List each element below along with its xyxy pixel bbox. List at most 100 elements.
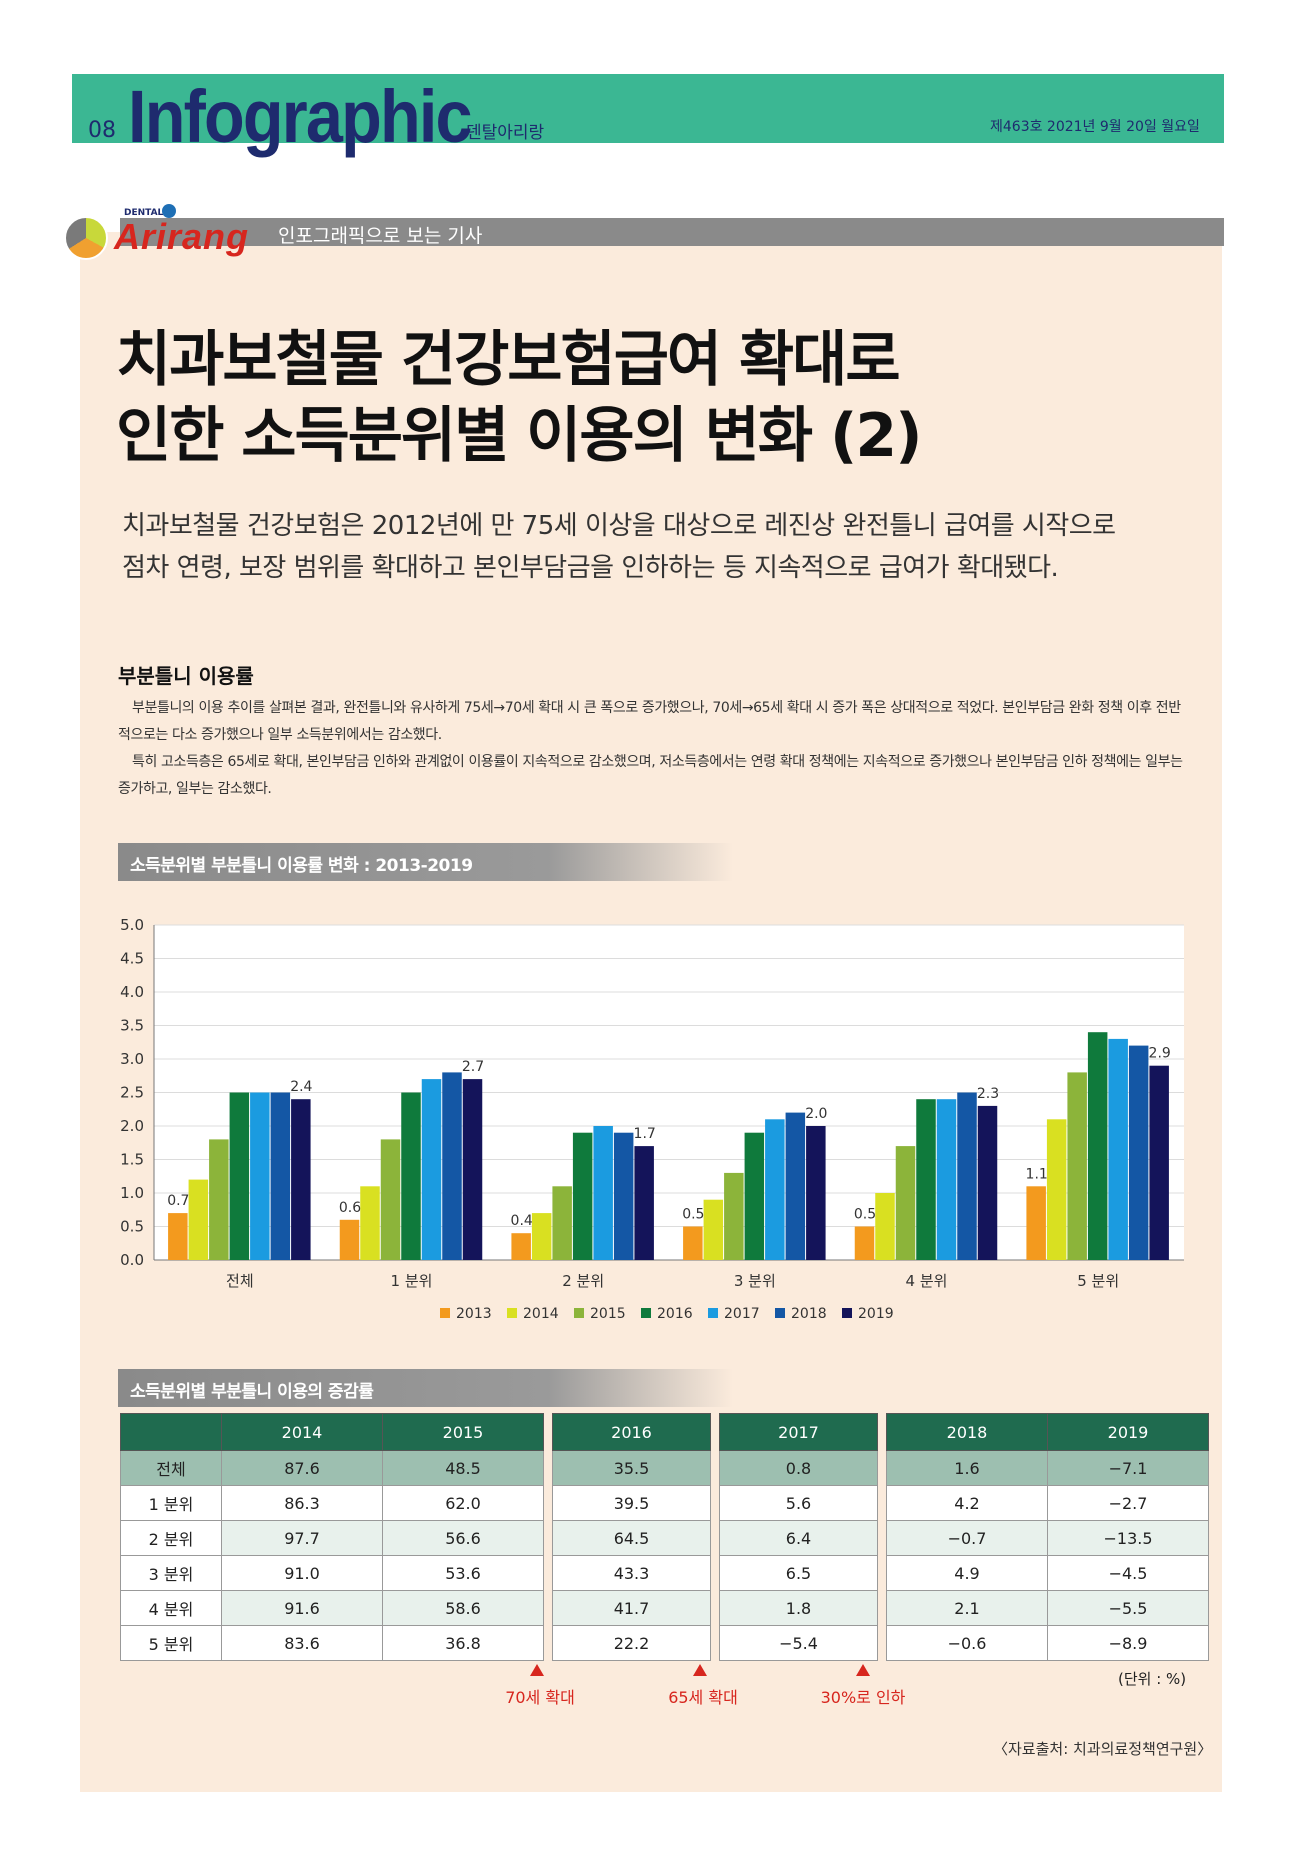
bar-2016 (916, 1099, 936, 1260)
col-header: 2015 (382, 1413, 544, 1451)
y-tick-label: 0.5 (120, 1218, 144, 1236)
legend-swatch (641, 1308, 651, 1318)
table-cell: 91.0 (221, 1555, 383, 1591)
table-cell: −5.5 (1047, 1590, 1209, 1626)
table-cell: 83.6 (221, 1625, 383, 1661)
col-header: 2014 (221, 1413, 383, 1451)
bar-2015 (209, 1139, 229, 1260)
bar-2016 (229, 1092, 250, 1260)
table-cell: 6.5 (719, 1555, 878, 1591)
table-cell: 39.5 (552, 1485, 711, 1521)
table-cell: 64.5 (552, 1520, 711, 1556)
legend-swatch (507, 1308, 517, 1318)
header-underline (72, 140, 1224, 143)
table-row: 3 분위 91.0 53.6 43.3 6.5 4.9 −4.5 (120, 1555, 1209, 1591)
section-title: Infographic (128, 75, 473, 158)
table-cell: −13.5 (1047, 1520, 1209, 1556)
table-cell: −0.6 (886, 1625, 1048, 1661)
table-cell: 53.6 (382, 1555, 544, 1591)
table-header-row: 2014 2015 2016 2017 2018 2019 (120, 1413, 1209, 1451)
lead-line-2: 점차 연령, 보장 범위를 확대하고 본인부담금을 인하하는 등 지속적으로 급… (122, 553, 1059, 583)
row-label: 4 분위 (120, 1590, 222, 1626)
legend-label: 2017 (724, 1306, 760, 1322)
bar-2017 (1108, 1038, 1128, 1260)
y-tick-label: 4.5 (120, 950, 144, 968)
banner-text: 인포그래픽으로 보는 기사 (278, 225, 483, 247)
header-band (72, 74, 1224, 140)
bar-2013 (1026, 1186, 1046, 1260)
marker-arrow-icon (530, 1664, 550, 1676)
bar-2016 (744, 1132, 765, 1260)
data-label: 0.6 (339, 1200, 361, 1216)
policy-marker: 70세 확대 (505, 1688, 575, 1707)
data-label: 0.5 (682, 1207, 704, 1223)
table-cell: −5.4 (719, 1625, 878, 1661)
category-label: 전체 (226, 1272, 254, 1290)
body-paragraph-1: 부분틀니의 이용 추이를 살펴본 결과, 완전틀니와 유사하게 75세→70세 … (118, 700, 1181, 743)
legend-swatch (842, 1308, 852, 1318)
bar-2014 (360, 1186, 380, 1260)
section-heading: 부분틀니 이용률 (118, 664, 254, 688)
category-label: 4 분위 (906, 1272, 948, 1290)
table-cell: 1.8 (719, 1590, 878, 1626)
data-label: 2.4 (290, 1079, 312, 1095)
y-tick-label: 2.0 (120, 1117, 144, 1135)
bar-chart: 0.0 0.5 1.0 1.5 2.0 2.5 3.0 3.5 4.0 4.5 5.0 0.7 2.4 전… (120, 916, 1184, 1322)
row-label: 3 분위 (120, 1555, 222, 1591)
bar-2018 (1128, 1045, 1149, 1260)
policy-marker: 30%로 인하 (820, 1688, 906, 1707)
logo-globe-icon (162, 204, 176, 218)
bar-2017 (936, 1099, 957, 1260)
bar-2014 (875, 1193, 895, 1260)
legend-label: 2014 (523, 1306, 559, 1322)
table-row: 전체 87.6 48.5 35.5 0.8 1.6 −7.1 (120, 1450, 1209, 1486)
bar-2018 (785, 1112, 806, 1260)
table-cell: 22.2 (552, 1625, 711, 1661)
table-cell: 43.3 (552, 1555, 711, 1591)
table-cell: 5.6 (719, 1485, 878, 1521)
bar-2015 (1067, 1072, 1087, 1260)
category-label: 2 분위 (562, 1272, 604, 1290)
body-paragraph-2: 특히 고소득층은 65세로 확대, 본인부담금 인하와 관계없이 이용률이 지속… (118, 754, 1183, 797)
y-tick-label: 1.0 (120, 1184, 144, 1202)
legend-label: 2018 (791, 1306, 827, 1322)
table-cell: −7.1 (1047, 1450, 1209, 1486)
table-row: 1 분위 86.3 62.0 39.5 5.6 4.2 −2.7 (120, 1485, 1209, 1521)
bar-2015 (552, 1186, 572, 1260)
table-cell: 4.2 (886, 1485, 1048, 1521)
data-label: 0.5 (854, 1207, 876, 1223)
row-label: 2 분위 (120, 1520, 222, 1556)
bar-2013 (339, 1219, 360, 1260)
logo-small-text: DENTAL (124, 208, 164, 218)
row-label: 1 분위 (120, 1485, 222, 1521)
table-row: 4 분위 91.6 58.6 41.7 1.8 2.1 −5.5 (120, 1590, 1209, 1626)
bar-2014 (703, 1199, 724, 1260)
title-line-2: 인한 소득분위별 이용의 변화 (2) (116, 401, 923, 471)
bar-2019 (291, 1099, 311, 1260)
bar-2019 (806, 1126, 826, 1260)
y-tick-label: 3.0 (120, 1050, 144, 1068)
data-label: 2.0 (805, 1106, 827, 1122)
table-cell: 97.7 (221, 1520, 383, 1556)
legend-swatch (775, 1308, 785, 1318)
table-cell: 35.5 (552, 1450, 711, 1486)
table-corner-cell (120, 1413, 222, 1451)
bar-2019 (462, 1079, 483, 1260)
chart-title: 소득분위별 부분틀니 이용률 변화 : 2013-2019 (130, 856, 473, 876)
table-cell: 36.8 (382, 1625, 544, 1661)
legend-label: 2019 (858, 1306, 894, 1322)
legend-label: 2015 (590, 1306, 626, 1322)
table-cell: 56.6 (382, 1520, 544, 1556)
bar-2013 (854, 1226, 875, 1260)
bar-2016 (1087, 1032, 1108, 1260)
data-label: 1.7 (634, 1126, 656, 1142)
banner-band (120, 218, 1224, 246)
bar-2014 (531, 1213, 552, 1260)
bar-2014 (188, 1179, 209, 1260)
legend-swatch (440, 1308, 450, 1318)
data-label: 1.1 (1026, 1166, 1048, 1182)
policy-marker: 65세 확대 (668, 1688, 738, 1707)
bar-2013 (168, 1213, 188, 1260)
body-text: 부분틀니의 이용 추이를 살펴본 결과, 완전틀니와 유사하게 75세→70세 … (118, 695, 1188, 803)
table-cell: −4.5 (1047, 1555, 1209, 1591)
